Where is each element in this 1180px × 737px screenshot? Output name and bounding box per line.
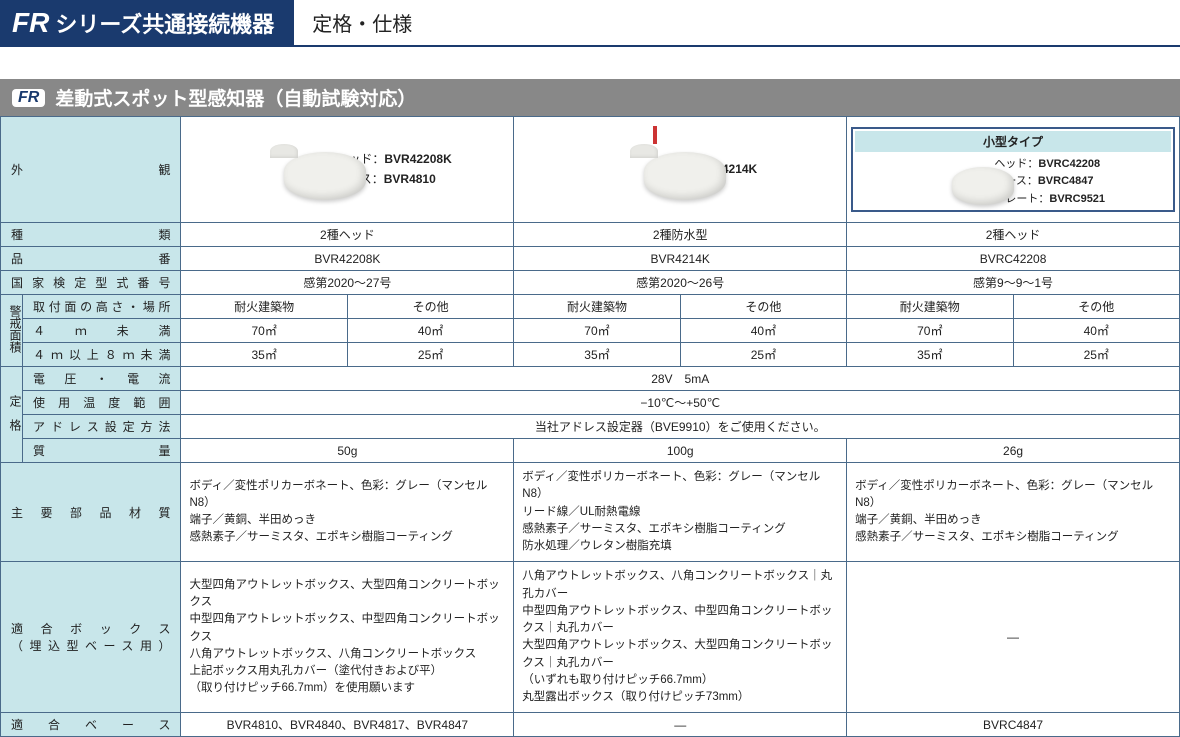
label-material: 主要部品材質 [1,463,181,562]
p3-type: 2種ヘッド [847,223,1180,247]
p2-no: BVR4214K [514,247,847,271]
header-title-left: シリーズ共通接続機器 [55,7,274,39]
detector-image-2 [603,140,685,200]
p1-type: 2種ヘッド [181,223,514,247]
temp: −10℃〜+50℃ [181,391,1180,415]
header-title-right: 定格・仕様 [294,0,1180,45]
label-area: 警戒面積 [1,295,23,367]
p1-base: BVR4810、BVR4840、BVR4817、BVR4847 [181,713,514,737]
label-under4: ４ｍ未満 [23,319,181,343]
label-over4: ４ｍ以上８ｍ未満 [23,343,181,367]
p1-cert: 感第2020～27号 [181,271,514,295]
label-type: 種 類 [1,223,181,247]
p2-material: ボディ／変性ポリカーボネート、色彩：グレー（マンセルN8）リード線／UL耐熱電線… [514,463,847,562]
section-title: 差動式スポット型感知器（自動試験対応） [55,84,416,111]
product3-appearance: 小型タイプ ヘッド：BVRC42208 ベース：BVRC4847 プレート：BV… [847,117,1180,223]
p2-cert: 感第2020～26号 [514,271,847,295]
fr-badge: FR [12,89,45,107]
addr: 当社アドレス設定器（BVE9910）をご使用ください。 [181,415,1180,439]
label-base: 適合ベース [1,713,181,737]
p1-box: 大型四角アウトレットボックス、大型四角コンクリートボックス中型四角アウトレットボ… [181,562,514,713]
p3-base: BVRC4847 [847,713,1180,737]
p1-no: BVR42208K [181,247,514,271]
detector-image-1 [243,140,325,200]
p3-material: ボディ／変性ポリカーボネート、色彩：グレー（マンセルN8）端子／黄銅、半田めっき… [847,463,1180,562]
voltage: 28V 5mA [181,367,1180,391]
label-box: 適合ボックス（埋込型ベース用） [1,562,181,713]
header-bar: FR シリーズ共通接続機器 定格・仕様 [0,0,1180,47]
p3-no: BVRC42208 [847,247,1180,271]
label-productno: 品 番 [1,247,181,271]
p1-material: ボディ／変性ポリカーボネート、色彩：グレー（マンセルN8）端子／黄銅、半田めっき… [181,463,514,562]
brand-fr: FR [12,7,49,39]
label-rating: 定 格 [1,367,23,463]
label-mount: 取付面の高さ・場所 [23,295,181,319]
product1-appearance: ヘッド：BVR42208K ベース：BVR4810 [181,117,514,223]
label-cert: 国家検定型式番号 [1,271,181,295]
p2-box: 八角アウトレットボックス、八角コンクリートボックス｜丸孔カバー中型四角アウトレッ… [514,562,847,713]
label-appearance: 外 観 [1,117,181,223]
spec-table: 外 観 ヘッド：BVR42208K ベース：BVR4810 BVR4214K 小… [0,116,1180,737]
p3-box: ― [847,562,1180,713]
section-bar: FR 差動式スポット型感知器（自動試験対応） [0,79,1180,116]
product2-appearance: BVR4214K [514,117,847,223]
p3-cert: 感第9～9～1号 [847,271,1180,295]
detector-image-3 [921,159,983,205]
header-left: FR シリーズ共通接続機器 [0,0,294,45]
p2-type: 2種防水型 [514,223,847,247]
small-type-header: 小型タイプ [855,131,1171,152]
p2-base: ― [514,713,847,737]
